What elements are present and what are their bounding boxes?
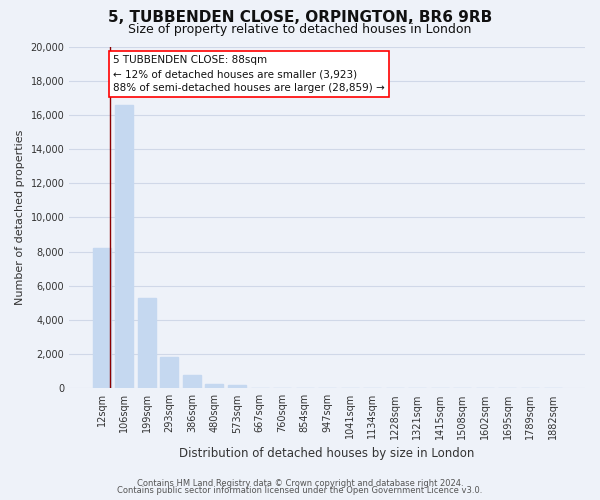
Text: Size of property relative to detached houses in London: Size of property relative to detached ho… — [128, 22, 472, 36]
Bar — [115, 104, 133, 389]
Text: Contains public sector information licensed under the Open Government Licence v3: Contains public sector information licen… — [118, 486, 482, 495]
Text: Contains HM Land Registry data © Crown copyright and database right 2024.: Contains HM Land Registry data © Crown c… — [137, 478, 463, 488]
Text: 5 TUBBENDEN CLOSE: 88sqm
← 12% of detached houses are smaller (3,923)
88% of sem: 5 TUBBENDEN CLOSE: 88sqm ← 12% of detach… — [113, 55, 385, 93]
Bar — [228, 385, 246, 388]
Y-axis label: Number of detached properties: Number of detached properties — [15, 130, 25, 305]
Bar — [183, 375, 201, 388]
Bar — [138, 298, 156, 388]
Bar — [160, 356, 178, 388]
Text: 5, TUBBENDEN CLOSE, ORPINGTON, BR6 9RB: 5, TUBBENDEN CLOSE, ORPINGTON, BR6 9RB — [108, 10, 492, 25]
Bar — [205, 384, 223, 388]
X-axis label: Distribution of detached houses by size in London: Distribution of detached houses by size … — [179, 447, 475, 460]
Bar — [93, 248, 111, 388]
